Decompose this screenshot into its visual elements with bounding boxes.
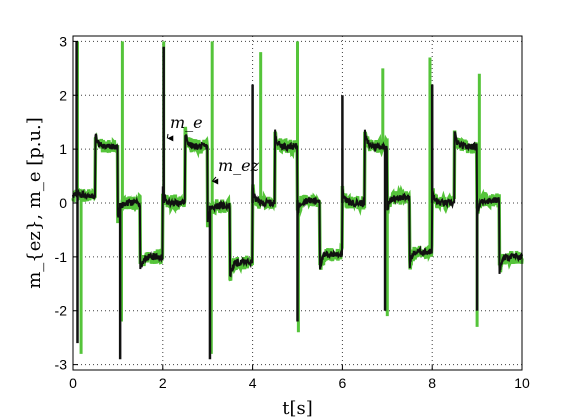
- y-axis-label: m_{ez}, m_e [p.u.]: [24, 117, 45, 289]
- annotation-label: m_ez: [218, 156, 260, 175]
- annotation-arrow: [211, 176, 217, 182]
- annotation-arrowhead: [167, 135, 174, 142]
- y-tick-label: -3: [55, 357, 68, 373]
- x-tick-label: 8: [428, 375, 436, 391]
- x-tick-label: 2: [159, 375, 167, 391]
- y-tick-label: 3: [59, 33, 67, 49]
- x-tick-label: 6: [339, 375, 347, 391]
- y-tick-label: 0: [59, 195, 67, 211]
- x-axis-label: t[s]: [282, 398, 313, 419]
- annotation-label: m_e: [170, 113, 203, 132]
- y-tick-label: 2: [59, 87, 67, 103]
- annotation-arrow: [166, 133, 169, 139]
- x-tick-label: 4: [249, 375, 257, 391]
- y-tick-label: -2: [55, 303, 68, 319]
- y-tick-label: -1: [55, 249, 68, 265]
- annotation-arrowhead: [212, 178, 219, 185]
- x-tick-label: 10: [514, 375, 530, 391]
- y-tick-label: 1: [59, 141, 67, 157]
- series-layer: [71, 41, 524, 360]
- ticks: 0 2 4 6 8 10 -3 -2 -1 0 1 2 3: [55, 33, 530, 391]
- annotations: m_e m_ez: [166, 113, 260, 185]
- x-tick-label: 0: [69, 375, 77, 391]
